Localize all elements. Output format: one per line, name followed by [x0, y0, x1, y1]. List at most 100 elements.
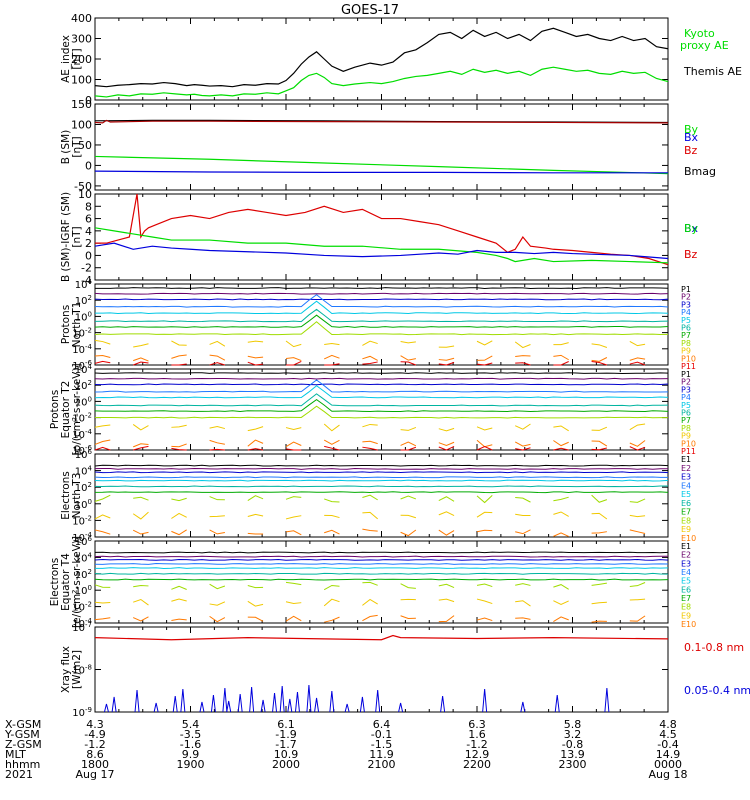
flux-channel-line [323, 423, 340, 432]
time-row-value: 2100 [368, 758, 396, 771]
y-axis-label-line: B (SM) [60, 130, 72, 164]
y-axis-label-line: [nT] [71, 48, 83, 69]
flux-channel-line [285, 496, 302, 500]
legend-label-themis-ae: Themis AE [683, 65, 742, 78]
time-row-value: 6.4 [373, 718, 391, 731]
xray-short-spike [287, 698, 293, 713]
flux-channel-line [476, 598, 493, 605]
y-axis-label: Xray flux [W/m2] [60, 646, 83, 693]
flux-channel-line [591, 601, 607, 605]
flux-channel-line [476, 495, 493, 504]
y-tick-label: 4 [85, 225, 92, 238]
flux-channel-line [362, 494, 378, 501]
flux-channel-line [515, 513, 531, 517]
series-line-themis-ae [94, 27, 669, 88]
flux-channel-line [171, 424, 187, 428]
y-tick-label: 0 [85, 249, 92, 262]
flux-channel-line [94, 292, 669, 295]
xray-short-spike [344, 703, 350, 713]
xray-short-spike [554, 694, 560, 713]
flux-channel-line [553, 354, 569, 361]
y-tick-label: 100 [71, 118, 92, 131]
xray-short-spike [604, 687, 610, 713]
legend-label-xray-short: 0.05-0.4 nm [684, 684, 750, 697]
flux-channel-line [94, 355, 111, 358]
time-row-value: 2200 [463, 758, 491, 771]
flux-channel-line [476, 355, 493, 361]
flux-channel-line [591, 620, 607, 623]
legend-label-p3: P3 [681, 300, 691, 309]
flux-channel-line [400, 514, 417, 519]
flux-channel-line [94, 372, 669, 374]
y-tick-label: -2 [81, 262, 92, 275]
flux-channel-line [362, 598, 378, 606]
flux-channel-line [438, 361, 455, 366]
flux-channel-line [476, 439, 493, 448]
series-line-bx [94, 242, 669, 260]
legend-label-p8: P8 [681, 339, 691, 348]
flux-channel-line [247, 355, 264, 359]
flux-channel-line [247, 495, 264, 501]
flux-channel-line [591, 582, 607, 586]
flux-channel-line [94, 424, 111, 428]
y-axis-label-line: Electrons [60, 471, 72, 520]
flux-channel-line [247, 532, 264, 535]
flux-channel-line [629, 440, 646, 447]
flux-channel-line [133, 343, 149, 348]
flux-channel-line [94, 578, 669, 581]
xray-short-spike [359, 696, 365, 713]
y-axis-label-line: Protons [60, 305, 72, 344]
flux-channel-line [438, 529, 455, 536]
flux-channel-line [553, 511, 569, 517]
flux-channel-line [94, 485, 669, 488]
y-axis-label: Protons Equator T2 [p/(cm²-s-sr-keV)] [49, 363, 83, 455]
y-axis-label: Electrons Equator T4 [e/(cm²-s-sr-keV)] [49, 536, 83, 628]
y-axis-label-line: [nT] [71, 136, 83, 157]
flux-channel-line [209, 583, 226, 590]
legend-label-p3: P3 [681, 385, 691, 394]
y-axis-label-line: B (SM)-IGRF (SM) [60, 192, 72, 282]
flux-channel-line [171, 447, 187, 451]
flux-channel-line [94, 339, 111, 345]
flux-channel-line [285, 515, 302, 520]
time-row-label: MLT [5, 748, 26, 761]
flux-channel-line [591, 494, 608, 503]
legend-label-e8: E8 [681, 516, 691, 525]
time-row-value: 4.3 [86, 718, 104, 731]
time-row-value: -4.9 [84, 728, 105, 741]
flux-channel-line [515, 362, 531, 366]
flux-channel-line [209, 425, 226, 430]
flux-channel-line [514, 423, 531, 430]
legend-label-e10: E10 [681, 534, 696, 543]
legend-label-p7: P7 [681, 331, 691, 340]
time-row-value: 9.9 [182, 748, 200, 761]
flux-channel-line [133, 361, 149, 366]
xray-short-spike [111, 696, 117, 713]
y-tick-label: 102 [75, 481, 92, 494]
flux-channel-line [629, 582, 646, 587]
flux-channel-line [400, 495, 417, 500]
flux-channel-line [94, 584, 111, 588]
flux-channel-line [247, 340, 264, 343]
y-axis-label-line: North T3 [71, 473, 83, 519]
flux-channel-line [132, 511, 149, 520]
time-row-value: Aug 18 [649, 768, 688, 781]
y-axis-label: Electrons North T3 [60, 471, 83, 520]
xray-short-spike [226, 700, 232, 713]
flux-channel-line [438, 345, 455, 348]
time-row-value: 1.6 [468, 728, 486, 741]
legend-label-e5: E5 [681, 577, 691, 586]
flux-channel-line [362, 614, 378, 622]
time-row-value: -1.2 [84, 738, 105, 751]
flux-channel-line [132, 529, 149, 535]
legend-label-p4: P4 [681, 393, 691, 402]
flux-channel-line [285, 427, 302, 430]
flux-channel-line [553, 600, 569, 606]
legend-label-xray-long: 0.1-0.8 nm [684, 641, 744, 654]
xray-short-spike [222, 687, 228, 713]
flux-channel-line [438, 496, 455, 502]
y-tick-label: 102 [75, 568, 92, 581]
flux-channel-line [515, 583, 531, 586]
flux-channel-line [400, 341, 416, 344]
